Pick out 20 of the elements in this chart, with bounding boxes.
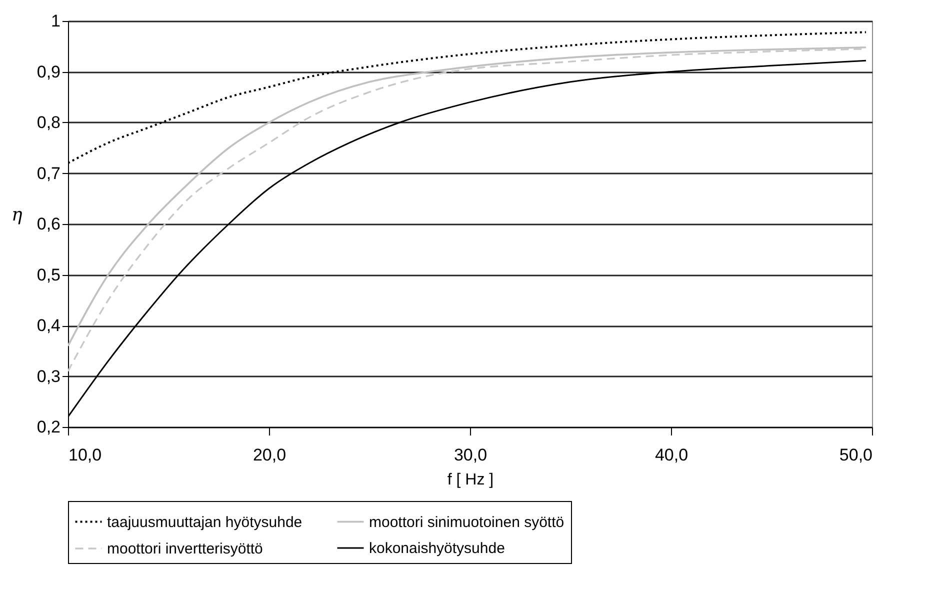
x-tick-label: 40,0 [654, 446, 688, 464]
y-tick-label: 0,7 [36, 164, 60, 183]
x-axis-title: f [ Hz ] [447, 472, 494, 488]
y-tick-label: 0,3 [36, 366, 60, 386]
y-tick-label: 0,5 [36, 265, 60, 284]
legend-label: kokonaishyötysuhde [369, 540, 505, 557]
y-tick-label: 0,9 [36, 62, 60, 82]
x-tick-label: 50,0 [839, 446, 872, 464]
x-tick-label: 10,0 [68, 446, 102, 464]
y-tick-label: 0,8 [36, 113, 60, 132]
y-tick-label: 0,4 [36, 316, 60, 335]
legend-label: moottori sinimuotoinen syöttö [369, 514, 564, 531]
x-tick-label: 30,0 [454, 446, 488, 464]
y-tick-label: 0,2 [36, 418, 60, 436]
x-tick-label: 20,0 [252, 446, 286, 464]
y-axis-title: η [11, 204, 22, 226]
legend-label: moottori invertterisyöttö [107, 540, 263, 558]
legend-label: taajuusmuuttajan hyötysuhde [107, 514, 302, 531]
y-tick-label: 0,6 [36, 214, 60, 234]
y-tick-label: 1 [51, 12, 60, 30]
